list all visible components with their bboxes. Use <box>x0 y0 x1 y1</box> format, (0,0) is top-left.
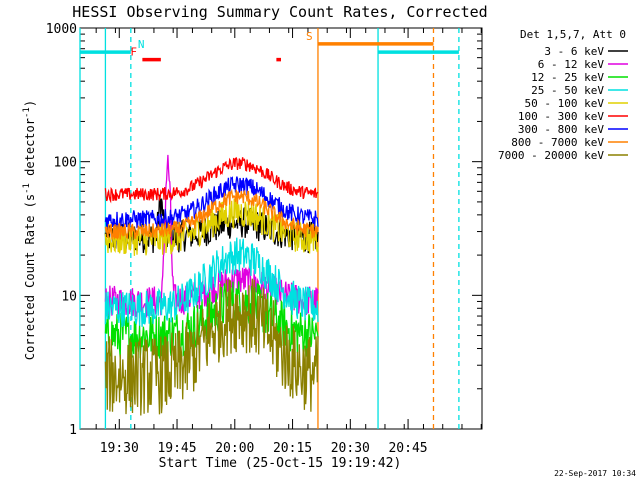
flag-label: N <box>138 38 145 51</box>
flag-label: S <box>306 30 313 43</box>
legend-label: 300 - 800 keV <box>518 123 604 136</box>
legend-label: 12 - 25 keV <box>531 71 604 84</box>
legend-label: 50 - 100 keV <box>525 97 605 110</box>
series-line <box>104 188 319 241</box>
series-group <box>104 154 319 416</box>
x-tick-label: 20:45 <box>388 441 427 456</box>
legend-label: 3 - 6 keV <box>544 45 604 58</box>
y-axis-label-sup2: -1 <box>22 107 32 118</box>
legend-label: 100 - 300 keV <box>518 110 604 123</box>
legend-label: 25 - 50 keV <box>531 84 604 97</box>
y-tick-label: 1 <box>69 423 77 438</box>
flags: NF S <box>80 30 459 62</box>
series-line <box>104 237 319 327</box>
y-tick-label: 100 <box>54 156 77 171</box>
x-tick-label: 19:30 <box>100 441 139 456</box>
y-axis-label-sup1: -1 <box>22 183 32 194</box>
legend-label: 7000 - 20000 keV <box>498 149 604 162</box>
legend-label: 800 - 7000 keV <box>511 136 604 149</box>
legend-label: 6 - 12 keV <box>538 58 605 71</box>
x-tick-label: 20:30 <box>331 441 370 456</box>
x-tick-label: 20:15 <box>273 441 312 456</box>
y-tick-label: 1000 <box>46 22 77 37</box>
series-line <box>104 278 319 416</box>
y-axis: 1 10 100 1000 <box>46 22 482 438</box>
chart-title: HESSI Observing Summary Count Rates, Cor… <box>72 3 487 21</box>
y-axis-label: Corrected Count Rate (s-1 detector-1) <box>22 100 37 360</box>
x-axis: 19:30 19:45 20:00 20:15 20:30 20:45 <box>95 28 482 456</box>
legend-header: Det 1,5,7, Att 0 <box>520 28 626 41</box>
flag-label: F <box>130 46 137 59</box>
series-line <box>104 156 319 204</box>
footer-date: 22-Sep-2017 10:34 <box>554 469 636 478</box>
x-tick-label: 19:45 <box>157 441 196 456</box>
x-tick-label: 20:00 <box>215 441 254 456</box>
x-axis-label: Start Time (25-Oct-15 19:19:42) <box>159 456 402 471</box>
y-tick-label: 10 <box>61 289 77 304</box>
